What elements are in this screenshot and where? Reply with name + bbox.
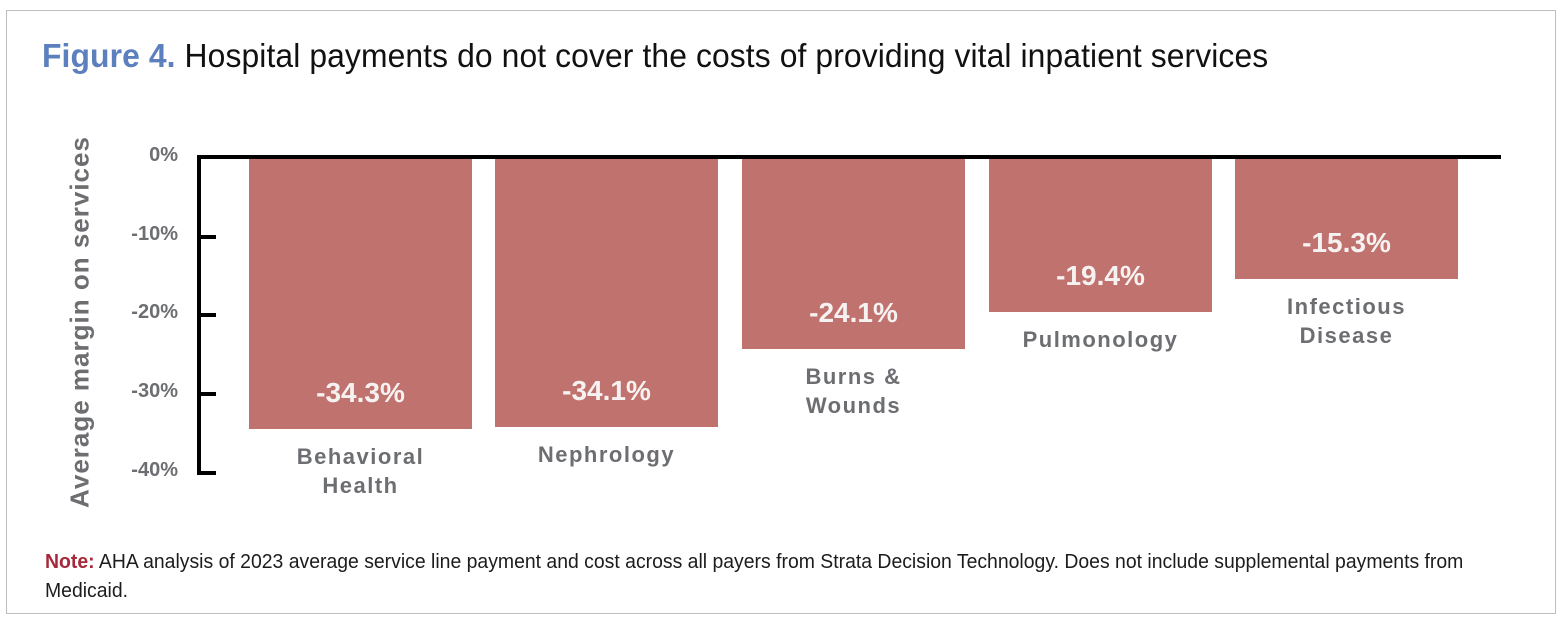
bar: -24.1% [742,159,965,349]
bar-value-label: -19.4% [1056,260,1145,291]
bar-value-label: -24.1% [809,297,898,328]
category-label: Nephrology [495,440,718,469]
bar-value-label: -34.1% [562,375,651,406]
category-label-line: Infectious [1287,294,1406,319]
figure-label: Figure 4. [42,37,176,74]
bar: -34.3% [249,159,472,429]
category-label-line: Nephrology [537,442,676,467]
y-tick [197,313,216,318]
category-label-line: Disease [1299,323,1394,348]
category-label: Burns & Wounds [742,362,965,420]
note-text: AHA analysis of 2023 average service lin… [45,551,1464,602]
category-label-line: Health [322,473,399,498]
y-tick [197,234,216,239]
x-axis-line [197,155,1501,159]
bar-value-label: -34.3% [316,377,405,408]
bar: -15.3% [1235,159,1458,279]
figure-title: Figure 4. Hospital payments do not cover… [42,37,1268,75]
figure-title-text: Hospital payments do not cover the costs… [184,37,1269,74]
y-tick-label: -10% [131,222,178,245]
y-tick-label: -20% [131,301,178,324]
category-label-line: Burns & [805,364,902,389]
bar-value-label: -15.3% [1302,227,1391,258]
category-label-line: Behavioral [296,444,425,469]
y-tick-label: -30% [131,380,178,403]
y-axis-label: Average margin on services [64,136,95,508]
y-tick [197,470,216,475]
category-label-line: Wounds [805,393,902,418]
figure-note: Note: AHA analysis of 2023 average servi… [45,548,1481,606]
bar: -34.1% [495,159,718,427]
category-label: Behavioral Health [249,442,472,500]
category-label-line: Pulmonology [1022,327,1179,352]
y-tick-label: 0% [149,144,178,166]
bar: -19.4% [989,159,1212,312]
category-label: Pulmonology [989,325,1212,354]
category-label: Infectious Disease [1235,292,1458,350]
y-tick [197,392,216,397]
y-tick-label: -40% [131,458,178,481]
note-label: Note: [45,551,95,573]
